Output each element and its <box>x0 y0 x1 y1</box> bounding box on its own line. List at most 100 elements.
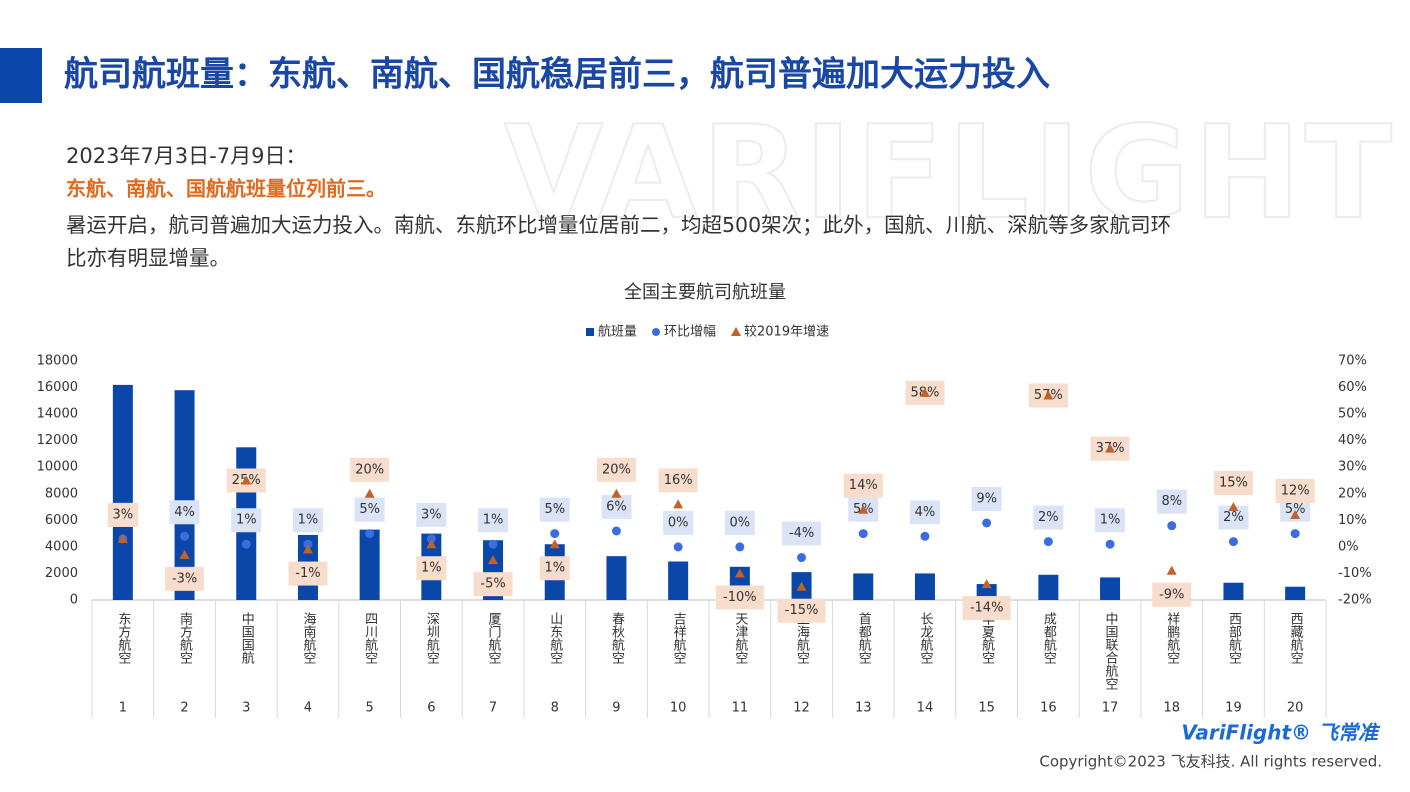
data-label-bg <box>473 572 513 597</box>
rank-label: 4 <box>304 701 312 716</box>
data-label: 3% <box>421 507 442 522</box>
y-tick-label: 4000 <box>45 539 78 554</box>
data-label-bg <box>909 500 940 525</box>
point <box>1105 443 1116 453</box>
point <box>365 529 375 539</box>
data-label: -14% <box>970 601 1004 616</box>
y-tick-label: 0 <box>70 593 78 608</box>
point <box>303 539 313 549</box>
y-tick-label: 12000 <box>37 433 78 448</box>
paragraph: 暑运开启，航司普遍加大运力投入。南航、东航环比增量位居前二，均超500架次；此外… <box>66 213 1171 237</box>
data-label-bg <box>478 508 509 533</box>
legend-swatch <box>731 327 741 336</box>
data-label-bg <box>724 510 755 535</box>
data-label: 5% <box>1285 502 1306 517</box>
logo: VariFlight® 飞常准 <box>1181 721 1381 745</box>
x-tick-label: 华夏航空 <box>979 612 995 664</box>
y-tick-label: 6000 <box>45 513 78 528</box>
x-tick-label: 四川航空 <box>362 612 378 664</box>
data-label-bg <box>165 566 205 591</box>
y2-tick-label: 40% <box>1338 433 1367 448</box>
data-label: 16% <box>664 473 693 488</box>
data-label: -5% <box>480 577 505 592</box>
point <box>241 475 252 485</box>
data-label: 2% <box>1223 510 1244 525</box>
point <box>611 488 622 498</box>
data-label: 1% <box>421 561 442 576</box>
data-label: -3% <box>172 571 197 586</box>
y-tick-label: 2000 <box>45 566 78 581</box>
rank-label: 14 <box>917 701 934 716</box>
point <box>241 539 251 549</box>
point <box>179 549 190 559</box>
x-tick-label: 海南航空 <box>300 612 316 664</box>
rank-label: 10 <box>670 701 687 716</box>
point <box>488 555 499 565</box>
y2-tick-label: 30% <box>1338 460 1367 475</box>
rank-label: 8 <box>551 701 559 716</box>
legend-label: 较2019年增速 <box>744 325 829 340</box>
legend-label: 环比增幅 <box>664 325 716 340</box>
x-tick-label: 西藏航空 <box>1288 612 1304 664</box>
x-tick-label: 南方航空 <box>177 611 193 664</box>
point <box>858 529 868 539</box>
y2-tick-label: 70% <box>1338 354 1367 369</box>
data-label-bg <box>539 497 570 522</box>
y2-tick-label: 60% <box>1338 380 1367 395</box>
data-label: 12% <box>1281 484 1310 499</box>
bar <box>1038 574 1059 600</box>
data-label: 9% <box>976 491 997 506</box>
rank-label: 16 <box>1040 701 1057 716</box>
bar <box>976 584 997 600</box>
bar <box>606 556 627 600</box>
data-label: 1% <box>298 513 319 528</box>
rank-label: 20 <box>1287 701 1304 716</box>
bar <box>1285 586 1306 600</box>
point <box>920 531 930 541</box>
point <box>180 531 190 541</box>
bar <box>914 573 935 600</box>
y2-tick-label: 20% <box>1338 486 1367 501</box>
point <box>796 581 807 591</box>
data-label-bg <box>1275 479 1315 504</box>
point <box>981 579 992 589</box>
data-label: 15% <box>1219 476 1248 491</box>
point <box>1228 502 1239 512</box>
y-tick-label: 18000 <box>37 354 78 369</box>
legend-label: 航班量 <box>598 324 637 340</box>
data-label: 2% <box>1038 510 1059 525</box>
y-tick-label: 8000 <box>45 486 78 501</box>
y-tick-label: 10000 <box>37 460 78 475</box>
data-label: 5% <box>544 502 565 517</box>
point <box>488 539 498 549</box>
y2-tick-label: -20% <box>1338 593 1372 608</box>
data-label-bg <box>169 500 200 525</box>
point <box>364 488 375 498</box>
rank-label: 7 <box>489 701 497 716</box>
data-label: 1% <box>544 561 565 576</box>
data-label: 8% <box>1161 494 1182 509</box>
copyright: Copyright©2023 飞友科技. All rights reserved… <box>1039 753 1382 771</box>
x-tick-label: 厦门航空 <box>486 612 502 664</box>
y2-tick-label: 50% <box>1338 407 1367 422</box>
data-label: 14% <box>849 478 878 493</box>
data-label-bg <box>1156 489 1187 514</box>
rank-label: 18 <box>1163 701 1180 716</box>
chart-title: 全国主要航司航班量 <box>624 282 786 303</box>
data-labels: 3%4%1%1%5%3%1%5%6%0%0%-4%5%4%9%2%1%8%2%5… <box>107 486 1311 546</box>
bar <box>174 390 195 600</box>
bar <box>112 384 133 600</box>
x-tick-label: 首都航空 <box>856 612 872 664</box>
point <box>735 542 745 552</box>
data-label: -9% <box>1159 587 1184 602</box>
data-label: 0% <box>730 515 751 530</box>
point <box>426 534 436 544</box>
point <box>797 553 807 563</box>
x-tick-label: 长龙航空 <box>917 612 933 664</box>
point <box>1105 539 1115 549</box>
legend-swatch <box>586 328 594 336</box>
x-tick-label: 中国联合航空 <box>1103 612 1119 690</box>
data-label-bg <box>971 486 1002 511</box>
x-tick-label: 东方航空 <box>115 612 131 664</box>
